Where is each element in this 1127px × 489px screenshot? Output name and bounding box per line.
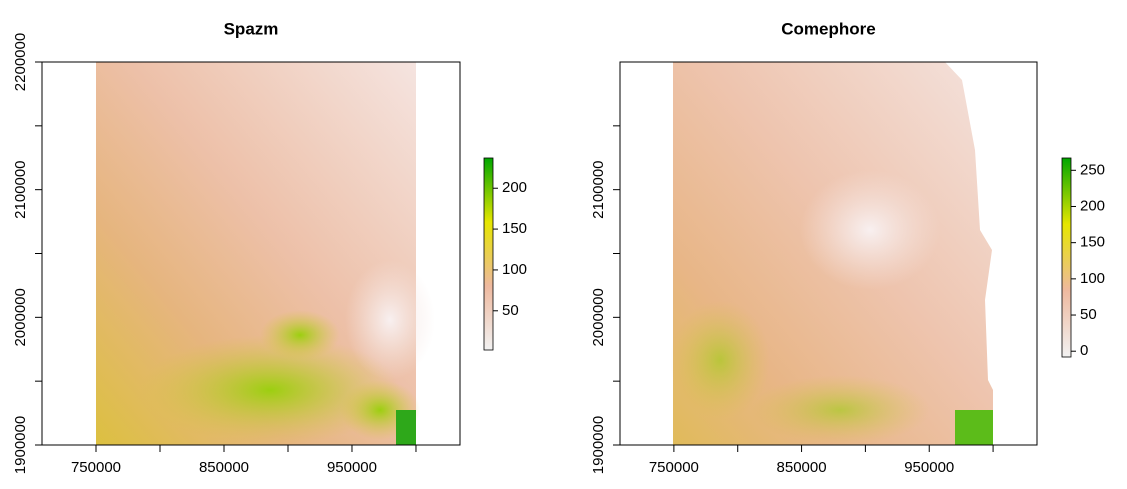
y-tick-label: 2200000 [12,33,29,91]
x-tick-label: 950000 [904,459,954,476]
colorbar-tick-label: 0 [1080,342,1088,359]
x-tick-label: 750000 [649,459,699,476]
y-tick-label: 2000000 [12,288,29,346]
raster-image [670,62,993,445]
colorbar [1061,157,1072,358]
raster-image [96,62,435,445]
colorbar-tick-label: 100 [1080,270,1105,287]
colorbar-tick-label: 200 [1080,197,1105,214]
x-tick-label: 750000 [71,459,121,476]
colorbar-tick-label: 50 [1080,306,1097,323]
y-tick-label: 2100000 [12,160,29,218]
x-tick-label: 850000 [199,459,249,476]
y-tick-label: 2100000 [590,160,607,218]
x-tick-label: 850000 [777,459,827,476]
y-tick-label: 1900000 [12,416,29,474]
colorbar-tick-label: 200 [502,179,527,196]
colorbar-tick-label: 150 [1080,234,1105,251]
colorbar-tick-label: 150 [502,220,527,237]
y-tick-label: 2000000 [590,288,607,346]
chart-title: Comephore [781,19,875,38]
colorbar-tick-label: 250 [1080,161,1105,178]
colorbar-tick-label: 50 [502,302,519,319]
x-tick-label: 950000 [327,459,377,476]
y-tick-label: 1900000 [590,416,607,474]
chart-title: Spazm [224,19,279,38]
colorbar [483,157,494,351]
colorbar-tick-label: 100 [502,261,527,278]
